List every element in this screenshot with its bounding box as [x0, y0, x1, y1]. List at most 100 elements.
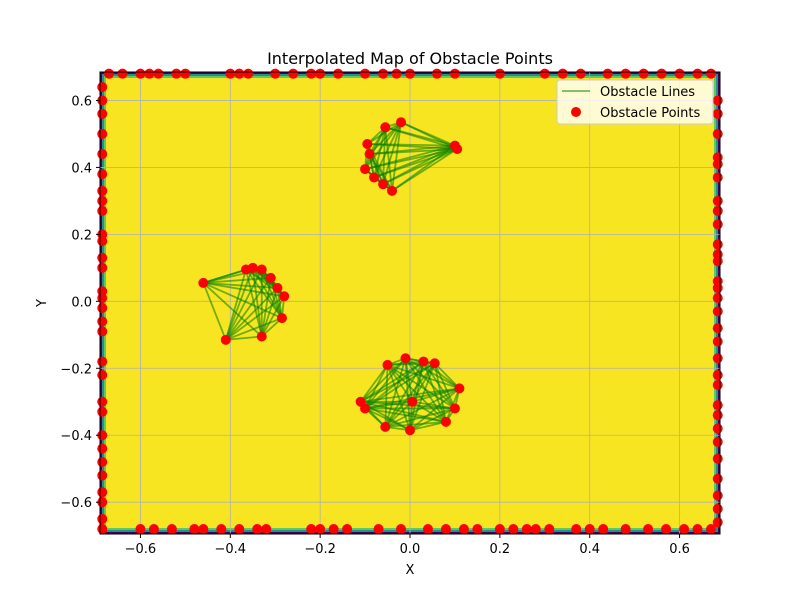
boundary-point: [103, 68, 114, 79]
boundary-point: [405, 68, 415, 79]
obstacle-point: [247, 262, 258, 273]
boundary-point: [712, 490, 723, 501]
boundary-point: [712, 436, 723, 447]
obstacle-line: [382, 148, 458, 185]
boundary-point: [458, 523, 469, 534]
obstacle-line: [409, 387, 461, 431]
x-axis: −0.6 −0.4 −0.2 0.0 0.2 0.4 0.6: [125, 534, 690, 557]
boundary-point: [306, 68, 317, 79]
boundary-point: [144, 68, 155, 79]
obstacle-line: [385, 126, 458, 150]
boundary-point: [97, 470, 108, 481]
boundary-point: [148, 523, 159, 534]
boundary-point: [575, 68, 586, 79]
boundary-point: [712, 410, 723, 421]
obstacle-line: [202, 282, 227, 341]
boundary-point: [674, 68, 685, 79]
obstacle-point: [265, 272, 276, 283]
boundary-point: [189, 523, 200, 534]
obstacle-line: [412, 387, 460, 403]
obstacle-line: [384, 364, 389, 427]
obstacle-point: [405, 425, 415, 436]
boundary-point: [97, 262, 108, 273]
boundary-point: [712, 369, 723, 380]
obstacle-line: [411, 400, 447, 423]
boundary-point: [598, 523, 609, 534]
boundary-point: [342, 523, 353, 534]
y-tick-label: −0.4: [60, 429, 92, 444]
boundary-point: [494, 68, 505, 79]
boundary-point: [360, 68, 371, 79]
obstacle-line: [409, 361, 425, 431]
boundary-point: [378, 68, 389, 79]
obstacle-line: [422, 360, 460, 390]
obstacle-lines: [202, 121, 461, 432]
y-axis-label: Y: [35, 299, 50, 308]
boundary-point: [97, 169, 108, 180]
boundary-point: [712, 503, 723, 514]
boundary-point: [216, 523, 227, 534]
boundary-point: [521, 523, 532, 534]
obstacle-line: [225, 335, 262, 341]
boundary-point: [97, 513, 108, 524]
boundary-point: [679, 523, 690, 534]
boundary-point: [508, 523, 519, 534]
chart-title: Interpolated Map of Obstacle Points: [267, 49, 553, 68]
obstacle-line: [224, 269, 247, 341]
obstacle-line: [382, 127, 387, 185]
obstacle-line: [359, 364, 389, 403]
obstacle-line: [433, 363, 447, 423]
obstacle-line: [400, 121, 458, 150]
boundary-point: [712, 292, 723, 303]
obstacle-line: [405, 357, 460, 390]
boundary-point: [97, 457, 108, 468]
boundary-point: [661, 523, 672, 534]
obstacle-line: [202, 282, 263, 338]
legend: Obstacle Lines Obstacle Points: [556, 79, 714, 125]
grid: [100, 72, 720, 534]
obstacle-line: [364, 364, 389, 409]
boundary-point: [166, 523, 177, 534]
boundary-point: [396, 523, 407, 534]
boundary-point: [643, 523, 654, 534]
y-tick-label: 0.0: [71, 295, 92, 310]
boundary-point: [97, 326, 108, 337]
boundary-point: [692, 68, 703, 79]
obstacle-line: [364, 362, 436, 410]
boundary-point: [117, 68, 128, 79]
boundary-point: [712, 400, 723, 411]
boundary-point: [712, 239, 723, 250]
legend-label-points: Obstacle Points: [600, 106, 700, 121]
boundary-point: [315, 68, 326, 79]
boundary-point: [306, 523, 317, 534]
boundary-point: [261, 523, 272, 534]
x-tick-label: 0.2: [490, 542, 511, 557]
obstacle-line: [364, 357, 407, 410]
obstacle-line: [404, 358, 414, 402]
boundary-point: [712, 205, 723, 216]
boundary-point: [288, 68, 299, 79]
boundary-point: [530, 523, 541, 534]
obstacle-point: [279, 291, 290, 302]
obstacle-line: [225, 317, 283, 341]
obstacle-point: [362, 138, 373, 149]
obstacle-line: [409, 420, 447, 432]
boundary-point: [153, 68, 164, 79]
boundary-point: [712, 219, 723, 230]
boundary-point: [391, 68, 402, 79]
boundary-point: [97, 195, 108, 206]
boundary-point: [270, 68, 281, 79]
boundary-point: [620, 68, 631, 79]
obstacle-line: [422, 361, 447, 423]
y-axis: −0.6 −0.4 −0.2 0.0 0.2 0.4 0.6: [60, 94, 100, 511]
boundary-point: [97, 487, 108, 498]
y-tick-label: −0.2: [60, 362, 92, 377]
obstacle-point: [454, 383, 465, 394]
boundary-point: [97, 406, 108, 417]
obstacle-line: [434, 362, 461, 390]
boundary-point: [198, 523, 209, 534]
boundary-point: [97, 356, 108, 367]
obstacle-line: [359, 357, 407, 403]
boundary-point: [97, 523, 108, 534]
